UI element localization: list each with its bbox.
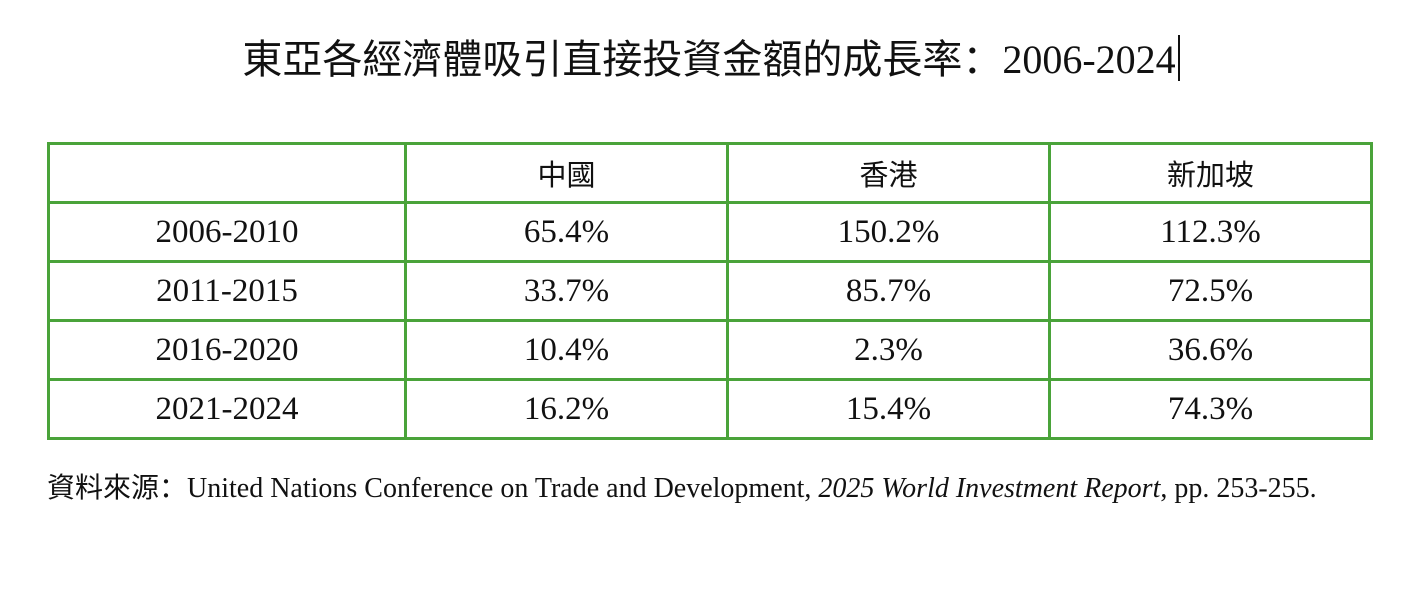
value-cell: 74.3%	[1048, 378, 1373, 440]
title-line: 東亞各經濟體吸引直接投資金額的成長率：2006-2024	[0, 30, 1422, 90]
row-header: 2016-2020	[47, 319, 407, 381]
value-cell: 2.3%	[726, 319, 1051, 381]
source-prefix: 資料來源：United Nations Conference on Trade …	[47, 473, 819, 504]
value-cell: 33.7%	[404, 260, 729, 322]
value-cell: 112.3%	[1048, 201, 1373, 263]
row-header: 2021-2024	[47, 378, 407, 440]
header-row: 中國 香港 新加坡	[47, 142, 1373, 204]
value-cell: 65.4%	[404, 201, 729, 263]
text-caret	[1177, 35, 1180, 81]
data-table: 中國 香港 新加坡 2006-2010 65.4% 150.2% 112.3% 2011…	[47, 142, 1373, 440]
report-title: 2025 World Investment Report	[818, 473, 1161, 504]
table-row: 2021-2024 16.2% 15.4% 74.3%	[47, 378, 1373, 440]
value-cell: 16.2%	[404, 378, 729, 440]
value-cell: 15.4%	[726, 378, 1051, 440]
column-header: 新加坡	[1048, 142, 1373, 204]
title: 東亞各經濟體吸引直接投資金額的成長率：2006-2024	[242, 37, 1176, 82]
value-cell: 10.4%	[404, 319, 729, 381]
table-row: 2006-2010 65.4% 150.2% 112.3%	[47, 201, 1373, 263]
table-body: 2006-2010 65.4% 150.2% 112.3% 2011-2015 33.7%…	[47, 201, 1373, 440]
value-cell: 150.2%	[726, 201, 1051, 263]
value-cell: 72.5%	[1048, 260, 1373, 322]
column-header: 香港	[726, 142, 1051, 204]
row-header: 2006-2010	[47, 201, 407, 263]
value-cell: 36.6%	[1048, 319, 1373, 381]
source-suffix: , pp. 253-255.	[1160, 473, 1317, 504]
corner-cell	[47, 142, 407, 204]
source-note: 資料來源：United Nations Conference on Trade …	[47, 460, 1337, 518]
table-row: 2016-2020 10.4% 2.3% 36.6%	[47, 319, 1373, 381]
column-header: 中國	[404, 142, 729, 204]
row-header: 2011-2015	[47, 260, 407, 322]
value-cell: 85.7%	[726, 260, 1051, 322]
table-row: 2011-2015 33.7% 85.7% 72.5%	[47, 260, 1373, 322]
